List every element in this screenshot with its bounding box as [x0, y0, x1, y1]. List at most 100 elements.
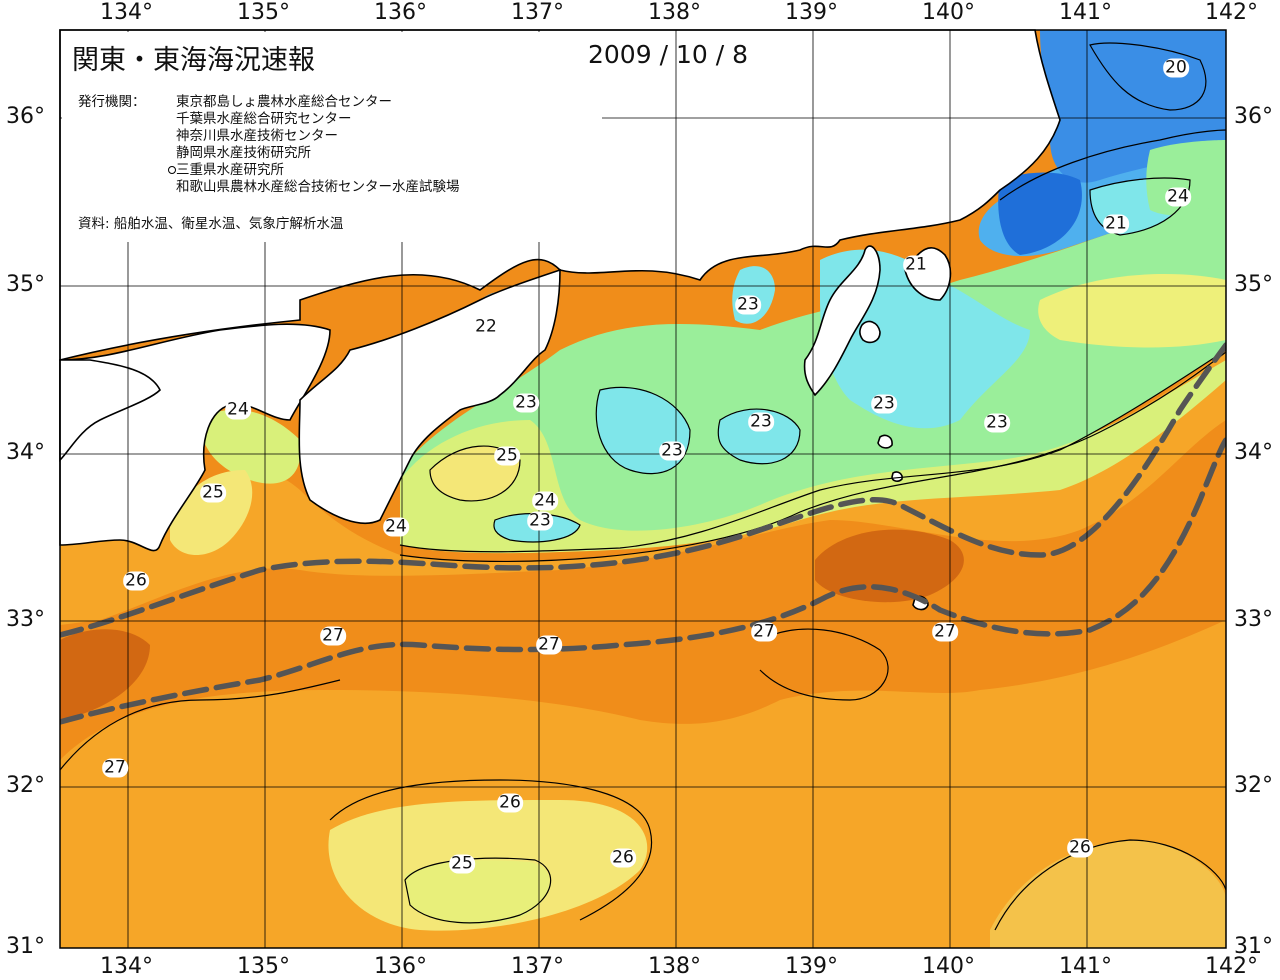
lon-label-bottom-136: 136° [374, 954, 427, 979]
lat-label-right-31: 31° [1234, 934, 1273, 959]
zone-28-izu [815, 529, 964, 603]
contour-label: 23 [527, 510, 553, 531]
issuer-list: 東京都島しょ農林水産総合センター 千葉県水産総合研究センター 神奈川県水産技術セ… [176, 94, 460, 196]
lat-label-right-33: 33° [1234, 607, 1273, 632]
zone-25-kii [170, 470, 253, 555]
lon-label-top-136: 136° [374, 0, 427, 25]
land-shikoku [59, 359, 161, 462]
lon-label-bottom-138: 138° [648, 954, 701, 979]
contour-label: 23 [513, 392, 539, 413]
lat-label-left-31: 31° [6, 934, 45, 959]
contour-20-ne [1089, 42, 1207, 111]
kuroshio-axis-outer [60, 437, 1226, 725]
lon-label-bottom-135: 135° [237, 954, 290, 979]
issuer-item: 神奈川県水産技術センター [176, 128, 338, 144]
lat-label-left-33: 33° [6, 607, 45, 632]
lat-label-left-35: 35° [6, 272, 45, 297]
zone-24-south [405, 860, 550, 925]
lat-label-right-34: 34° [1234, 440, 1273, 465]
contour-label: 23 [748, 411, 774, 432]
issuer-item: 東京都島しょ農林水産総合センター [176, 94, 392, 110]
contour-label: 24 [225, 399, 251, 420]
land-izu [803, 245, 881, 397]
lon-label-bottom-139: 139° [785, 954, 838, 979]
lon-label-top-141: 141° [1059, 0, 1112, 25]
zone-26-coast [60, 350, 1226, 625]
contour-22-a [595, 386, 691, 475]
contour-label: 24 [1165, 186, 1191, 207]
contour-label: 26 [123, 570, 149, 591]
land-niijima [877, 434, 893, 449]
lon-label-top-139: 139° [785, 0, 838, 25]
zone-19 [998, 172, 1082, 255]
contour-label: 27 [751, 621, 777, 642]
contour-label: 26 [1067, 837, 1093, 858]
contour-label: 27 [932, 621, 958, 642]
contour-label: 21 [903, 254, 929, 275]
lon-label-top-137: 137° [511, 0, 564, 25]
contour-24-coast [399, 351, 1226, 563]
lat-label-right-35: 35° [1234, 272, 1273, 297]
contour-label: 27 [102, 757, 128, 778]
contour-label: 25 [494, 445, 520, 466]
lon-label-bottom-142: 142° [1205, 954, 1258, 979]
lon-label-top-134: 134° [100, 0, 153, 25]
land-miyake [891, 471, 903, 482]
issuer-item: 三重県水産研究所 [176, 162, 284, 178]
lat-label-left-34: 34° [6, 440, 45, 465]
contour-label: 27 [320, 625, 346, 646]
zone-26-se [990, 840, 1226, 948]
contour-label: 24 [532, 490, 558, 511]
contour-label: 26 [610, 847, 636, 868]
lon-label-top-142: 142° [1205, 0, 1258, 25]
zone-22-b [718, 409, 800, 464]
issuer-item: 静岡県水産技術研究所 [176, 145, 311, 161]
zone-28-west [60, 629, 150, 720]
contour-label: 27 [536, 634, 562, 655]
contour-label: 25 [449, 853, 475, 874]
contour-label: 25 [200, 482, 226, 503]
contour-26-se [994, 839, 1226, 931]
kuroshio-axis-inner [60, 342, 1226, 638]
contour-27-west [60, 679, 341, 771]
issuer-label: 発行機関： [78, 94, 146, 110]
contour-22-ne [1089, 177, 1191, 236]
zone-24-east [1038, 274, 1226, 348]
lon-label-top-140: 140° [922, 0, 975, 25]
lon-label-top-135: 135° [237, 0, 290, 25]
lon-label-bottom-137: 137° [511, 954, 564, 979]
contour-label: 23 [659, 440, 685, 461]
map-date: 2009 / 10 / 8 [588, 40, 748, 69]
land-oshima [859, 320, 881, 344]
contour-label: 21 [1103, 213, 1129, 234]
contour-27-izu [759, 628, 889, 701]
issuer-item: 千葉県水産総合研究センター [176, 111, 352, 127]
lon-label-bottom-140: 140° [922, 954, 975, 979]
lat-label-right-32: 32° [1234, 773, 1273, 798]
info-box [62, 32, 602, 242]
contour-label: 23 [735, 294, 761, 315]
contour-label: 26 [497, 792, 523, 813]
lat-label-left-36: 36° [6, 104, 45, 129]
lon-label-bottom-134: 134° [100, 954, 153, 979]
data-source: 資料: 船舶水温、衛星水温、気象庁解析水温 [78, 216, 344, 232]
contour-label: 20 [1163, 57, 1189, 78]
lat-label-left-32: 32° [6, 773, 45, 798]
contour-22-b [717, 408, 801, 465]
station-marker-icon [168, 166, 176, 174]
contour-label: 23 [871, 393, 897, 414]
lat-label-right-36: 36° [1234, 104, 1273, 129]
contour-25-bay [429, 445, 521, 502]
zone-24-kii [200, 409, 301, 484]
map-frame [59, 29, 1227, 949]
lon-label-bottom-141: 141° [1059, 954, 1112, 979]
contour-label: 22 [473, 316, 499, 337]
issuer-item: 和歌山県農林水産総合技術センター水産試験場 [176, 179, 460, 195]
contour-21-ne [999, 129, 1226, 201]
contour-label: 23 [984, 412, 1010, 433]
contour-label: 24 [383, 516, 409, 537]
map-title: 関東・東海海況速報 [72, 45, 315, 76]
lon-label-top-138: 138° [648, 0, 701, 25]
kuroshio-axis [60, 342, 1226, 725]
